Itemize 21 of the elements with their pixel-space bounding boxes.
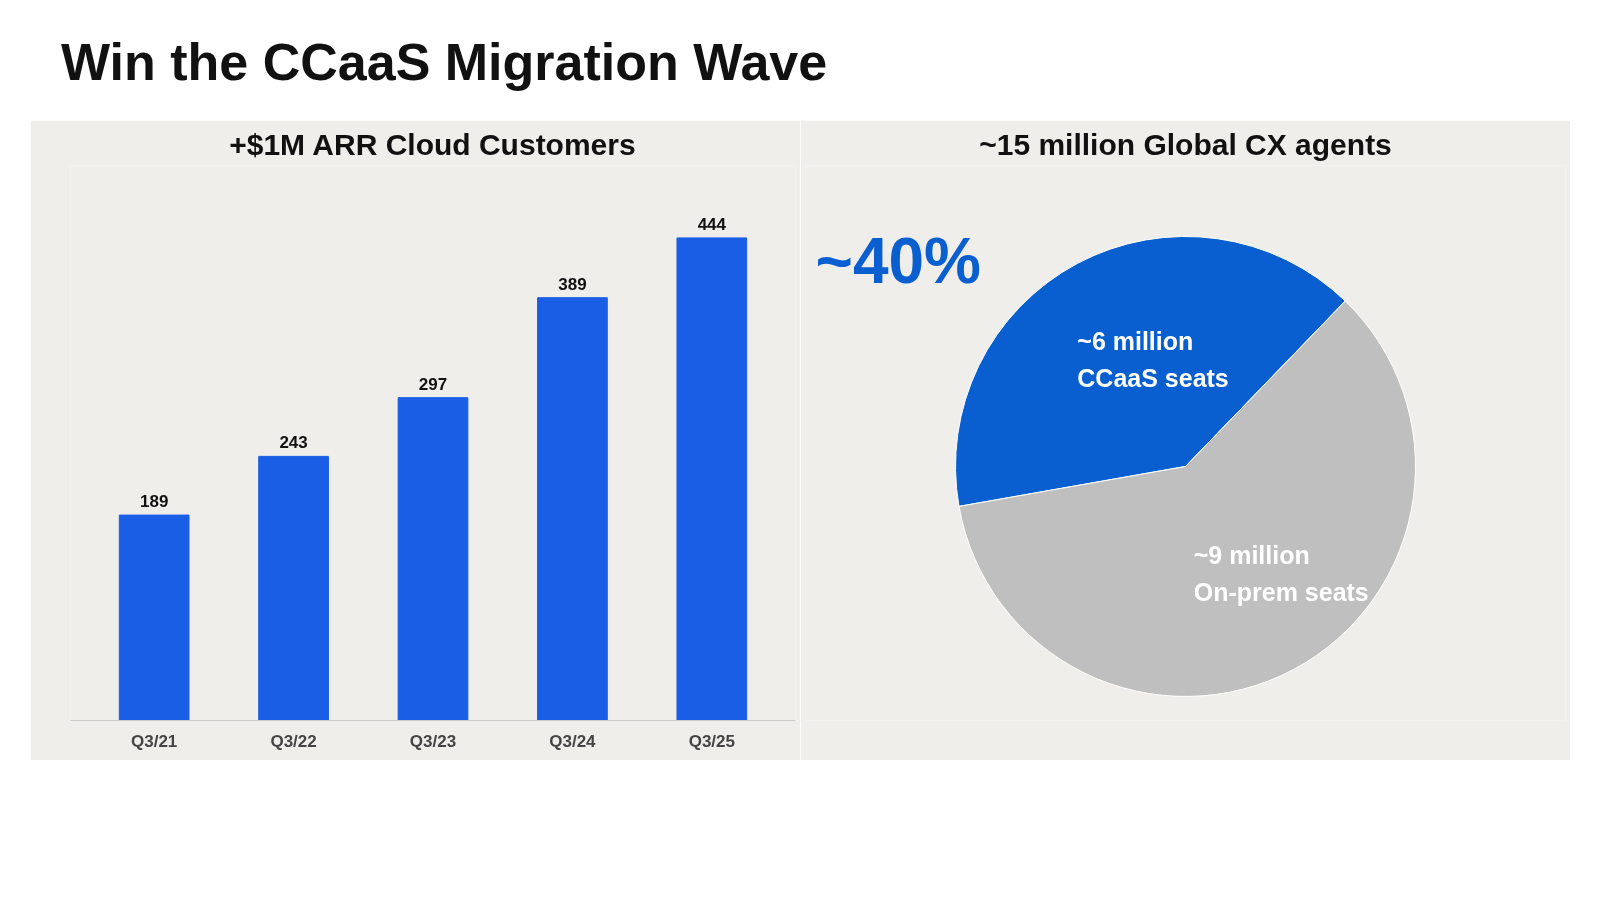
x-tick-label: Q3/24 xyxy=(549,731,597,751)
chart-title: Win the CCaaS Migration Wave xyxy=(61,32,828,93)
bar xyxy=(118,514,190,721)
data-label: 297 xyxy=(418,374,448,394)
bar xyxy=(258,455,329,721)
text: ~40% xyxy=(815,225,981,298)
data-label: 189 xyxy=(139,492,169,512)
chart-title: ~15 million Global CX agents xyxy=(979,127,1392,161)
data-label: 389 xyxy=(558,274,587,294)
bar xyxy=(537,297,608,721)
bar xyxy=(397,397,469,721)
slice-label: ~9 million On-prem seats xyxy=(1193,541,1369,606)
slice-label: ~6 million CCaaS seats xyxy=(1077,327,1229,392)
chart-subtitle: +$1M ARR Cloud Customers xyxy=(229,127,636,161)
bar xyxy=(676,237,748,721)
x-tick-label: Q3/21 xyxy=(131,731,178,751)
data-label: 444 xyxy=(697,214,727,234)
x-tick-label: Q3/23 xyxy=(409,731,457,751)
data-label: 243 xyxy=(279,433,308,453)
x-tick-label: Q3/25 xyxy=(688,731,735,751)
x-tick-label: Q3/22 xyxy=(270,731,317,751)
